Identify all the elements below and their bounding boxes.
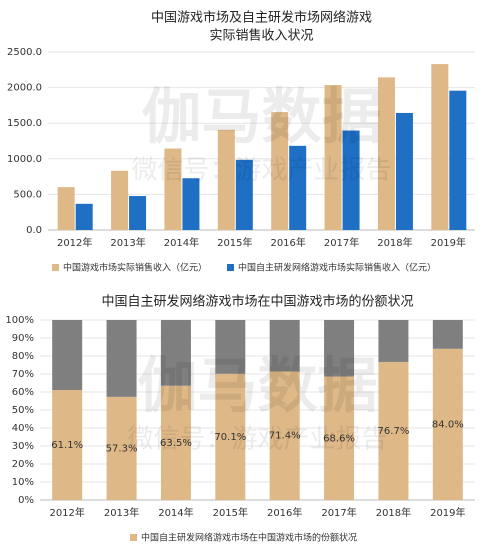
bar	[129, 196, 147, 230]
y-tick-label: 40%	[12, 423, 34, 434]
y-tick-label: 20%	[12, 459, 34, 470]
legend-swatch	[130, 534, 137, 541]
y-tick-label: 90%	[12, 333, 34, 344]
value-label: 68.6%	[323, 433, 355, 444]
watermark: 伽马数据	[142, 83, 382, 153]
watermark: 微信号：游戏产业报告	[131, 156, 391, 186]
legend-label: 中国自主研发网络游戏市场在中国游戏市场的份额状况	[141, 532, 357, 544]
legend-swatch	[227, 264, 234, 271]
watermark: 伽马数据	[138, 352, 378, 422]
x-tick-label: 2016年	[270, 236, 305, 249]
x-tick-label: 2017年	[321, 506, 356, 519]
bar	[324, 85, 342, 230]
value-label: 84.0%	[432, 419, 464, 430]
bar	[182, 178, 200, 230]
x-tick-label: 2016年	[267, 506, 302, 519]
bar-segment	[378, 361, 409, 500]
y-tick-label: 30%	[12, 441, 34, 452]
y-tick-label: 50%	[12, 405, 34, 416]
y-tick-label: 2000.0	[7, 83, 42, 94]
bar	[342, 130, 360, 230]
bar-segment	[378, 320, 409, 362]
bar-segment	[432, 348, 463, 500]
x-tick-label: 2014年	[158, 506, 193, 519]
x-tick-label: 2018年	[377, 236, 412, 249]
x-tick-label: 2015年	[217, 236, 252, 249]
value-label: 63.5%	[160, 438, 192, 449]
bar	[271, 112, 289, 230]
x-tick-label: 2019年	[430, 506, 465, 519]
bar-segment	[215, 320, 246, 374]
x-tick-label: 2014年	[164, 236, 199, 249]
legend-label: 中国游戏市场实际销售收入（亿元）	[63, 262, 207, 274]
y-tick-label: 60%	[12, 387, 34, 398]
value-label: 70.1%	[214, 432, 246, 443]
bar	[57, 187, 75, 230]
value-label: 71.4%	[269, 431, 301, 442]
bar-segment	[106, 320, 137, 397]
bar	[75, 203, 93, 230]
bar-segment	[160, 385, 191, 500]
bar	[377, 77, 395, 230]
x-tick-label: 2019年	[431, 236, 466, 249]
bar-segment	[269, 371, 300, 500]
bar-segment	[324, 320, 355, 377]
chart-title: 实际销售收入状况	[209, 28, 313, 44]
legend-swatch	[52, 264, 59, 271]
chart-title: 中国自主研发网络游戏市场在中国游戏市场的份额状况	[101, 294, 413, 310]
y-tick-label: 10%	[12, 477, 34, 488]
x-tick-label: 2018年	[376, 506, 411, 519]
y-tick-label: 100%	[5, 315, 34, 326]
y-tick-label: 70%	[12, 369, 34, 380]
y-tick-label: 2500.0	[7, 47, 42, 58]
x-tick-label: 2013年	[104, 506, 139, 519]
value-label: 61.1%	[51, 440, 83, 451]
y-tick-label: 1000.0	[7, 154, 42, 165]
bar-segment	[215, 373, 246, 500]
x-tick-label: 2017年	[324, 236, 359, 249]
bar-segment	[52, 390, 83, 500]
x-tick-label: 2013年	[110, 236, 145, 249]
x-tick-label: 2012年	[57, 236, 92, 249]
bar-segment	[160, 320, 191, 386]
y-tick-label: 0.0	[26, 225, 42, 236]
bar	[289, 145, 307, 230]
value-label: 76.7%	[378, 426, 410, 437]
bar	[164, 148, 182, 230]
bar	[431, 64, 449, 230]
x-tick-label: 2012年	[49, 506, 84, 519]
bar-segment	[324, 376, 355, 500]
x-tick-label: 2015年	[213, 506, 248, 519]
watermark: 微信号：游戏产业报告	[127, 425, 387, 455]
chart-title: 中国游戏市场及自主研发市场网络游戏	[151, 10, 372, 26]
y-tick-label: 0%	[18, 495, 34, 506]
y-tick-label: 80%	[12, 351, 34, 362]
bar	[449, 90, 467, 231]
value-label: 57.3%	[106, 443, 138, 454]
bar	[217, 129, 235, 230]
y-tick-label: 500.0	[13, 189, 42, 200]
legend-label: 中国自主研发网络游戏市场实际销售收入（亿元）	[238, 262, 436, 274]
bar-segment	[432, 320, 463, 349]
bar-segment	[106, 396, 137, 500]
bar	[395, 112, 413, 230]
bar	[235, 159, 253, 230]
y-tick-label: 1500.0	[7, 118, 42, 129]
bar	[111, 170, 129, 230]
bar-segment	[269, 320, 300, 372]
bar-segment	[52, 320, 83, 391]
